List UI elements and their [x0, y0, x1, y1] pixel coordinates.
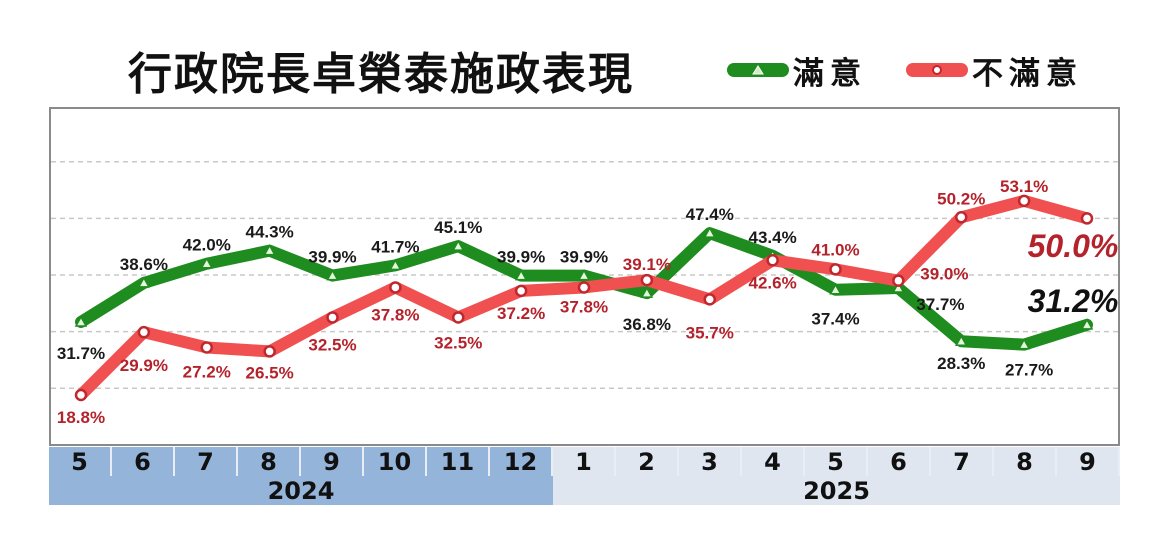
month-tick-label: 5 [805, 447, 868, 476]
satisfied-data-label: 37.7% [916, 295, 964, 314]
satisfied-data-label: 41.7% [371, 237, 419, 256]
dissatisfied-data-label: 53.1% [1000, 177, 1048, 196]
triangle-marker-icon [1017, 338, 1031, 350]
triangle-marker-icon [1080, 318, 1094, 330]
dissatisfied-data-label: 29.9% [120, 356, 168, 375]
satisfied-data-label: 39.9% [497, 248, 545, 267]
dissatisfied-data-label: 26.5% [246, 363, 294, 382]
satisfied-data-label: 38.6% [120, 255, 168, 274]
dissatisfied-data-label: 32.5% [434, 333, 482, 352]
circle-marker-icon [1080, 212, 1094, 225]
dissatisfied-data-label: 37.2% [497, 304, 545, 323]
year-label: 2024 [49, 476, 553, 505]
satisfied-data-label: 42.0% [183, 236, 231, 255]
satisfied-data-label: 47.4% [686, 205, 734, 224]
month-tick-label: 9 [301, 447, 364, 476]
satisfied-data-label: 44.3% [246, 223, 294, 242]
circle-marker-icon [766, 254, 779, 267]
triangle-marker-icon [137, 276, 151, 288]
circle-marker-icon [452, 311, 465, 324]
dissatisfied-data-label: 32.5% [308, 335, 356, 354]
satisfied-data-label: 39.9% [308, 248, 356, 267]
satisfied-data-label: 36.8% [623, 315, 671, 334]
satisfied-data-label: 27.7% [1005, 361, 1053, 380]
circle-marker-icon [200, 341, 213, 354]
triangle-marker-icon [326, 269, 339, 281]
triangle-marker-icon [577, 269, 591, 281]
dissatisfied-data-label: 42.6% [749, 273, 797, 292]
circle-marker-icon [137, 325, 151, 339]
triangle-marker-icon [514, 269, 528, 281]
dissatisfied-data-label: 37.8% [560, 297, 608, 316]
satisfied-data-label: 45.1% [434, 218, 482, 237]
month-tick-label: 6 [112, 447, 175, 476]
satisfied-data-label: 28.3% [937, 354, 985, 373]
legend-label-satisfied: 滿意 [793, 55, 867, 92]
satisfied-data-label: 31.7% [57, 344, 105, 363]
circle-marker-icon [389, 281, 402, 294]
legend-label-dissatisfied: 不滿意 [972, 55, 1083, 92]
month-tick-label: 8 [994, 447, 1057, 476]
triangle-marker-icon [451, 239, 465, 251]
month-tick-label: 8 [238, 447, 301, 476]
circle-marker-icon [577, 281, 591, 294]
circle-marker-icon [955, 211, 968, 224]
triangle-marker-icon [640, 286, 654, 298]
circle-marker-icon [640, 273, 654, 287]
circle-marker-icon [703, 293, 716, 306]
dissatisfied-data-label: 35.7% [686, 323, 734, 342]
circle-marker-icon [263, 345, 276, 358]
circle-marker-icon [514, 284, 528, 298]
dissatisfied-data-label: 18.8% [57, 408, 105, 427]
latest-dissatisfied-value: 50.0% [1028, 228, 1119, 264]
dissatisfied-data-label: 27.2% [183, 362, 231, 381]
circle-marker-icon [829, 263, 842, 276]
legend-item-dissatisfied: 不滿意 [906, 52, 1083, 92]
circle-marker-icon [1017, 194, 1031, 208]
triangle-marker-icon [829, 283, 842, 295]
dissatisfied-data-label: 39.1% [623, 255, 671, 274]
x-axis-years: 2024 2025 [49, 476, 1120, 505]
dissatisfied-data-label: 41.0% [811, 240, 859, 259]
month-tick-label: 10 [364, 447, 427, 476]
triangle-marker-icon [954, 334, 968, 346]
chart-title: 行政院長卓榮泰施政表現 [128, 49, 634, 100]
latest-satisfied-value: 31.2% [1028, 283, 1119, 319]
circle-marker-icon [326, 311, 339, 324]
x-axis-months: 5 6 7 8 9 10 11 12 1 2 3 4 5 6 7 8 9 [49, 447, 1120, 476]
dissatisfied-data-label: 37.8% [371, 305, 419, 324]
month-tick-label: 2 [616, 447, 679, 476]
dissatisfied-data-label: 39.0% [920, 265, 968, 284]
triangle-marker-icon [200, 257, 214, 269]
month-tick-label: 5 [49, 447, 112, 476]
month-tick-label: 4 [742, 447, 805, 476]
triangle-marker-icon [703, 226, 717, 238]
month-tick-label: 12 [490, 447, 553, 476]
month-tick-label: 1 [553, 447, 616, 476]
satisfied-data-label: 43.4% [749, 228, 797, 247]
month-tick-label: 6 [868, 447, 931, 476]
legend-item-satisfied: 滿意 [727, 52, 867, 92]
month-tick-label: 3 [679, 447, 742, 476]
circle-marker-icon [892, 274, 905, 287]
satisfied-data-label: 39.9% [560, 248, 608, 267]
triangle-marker-icon [74, 315, 88, 327]
month-tick-label: 7 [175, 447, 238, 476]
triangle-marker-icon [892, 281, 905, 293]
circle-marker-icon [74, 388, 88, 402]
triangle-marker-icon [389, 258, 402, 271]
month-tick-label: 7 [931, 447, 994, 476]
satisfied-data-label: 37.4% [811, 310, 859, 329]
legend-line-circle-icon [906, 63, 968, 77]
legend-line-triangle-icon [727, 63, 789, 77]
dissatisfied-data-label: 50.2% [937, 189, 985, 208]
month-tick-label: 11 [427, 447, 490, 476]
month-tick-label: 9 [1057, 447, 1120, 476]
triangle-marker-icon [263, 244, 276, 256]
year-label: 2025 [553, 476, 1120, 505]
